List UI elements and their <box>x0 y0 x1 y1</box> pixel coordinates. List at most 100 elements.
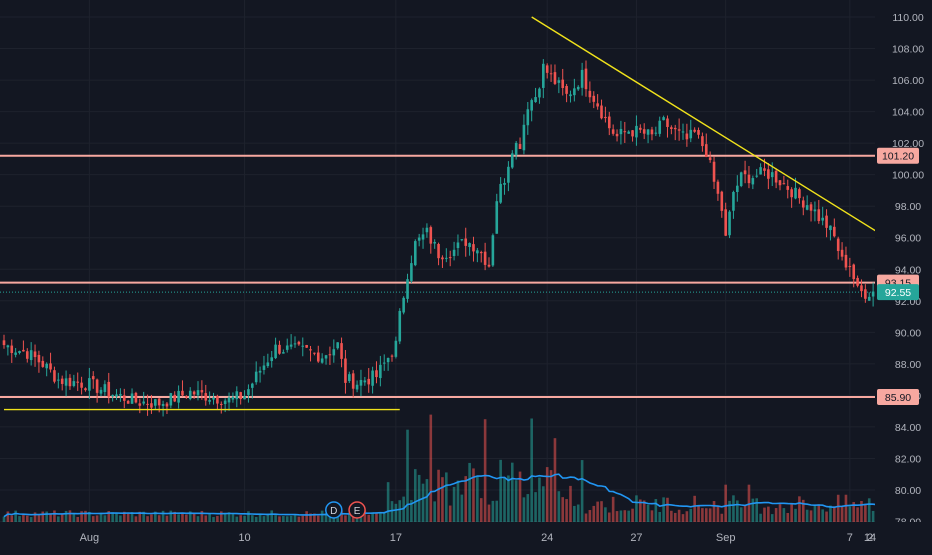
candle-body <box>588 90 592 98</box>
candle-body <box>833 226 836 237</box>
volume-bar <box>770 514 774 522</box>
volume-bar <box>126 512 130 522</box>
price-axis[interactable] <box>875 0 932 522</box>
volume-bar <box>57 516 60 522</box>
candle <box>573 78 576 102</box>
volume-bar <box>41 511 45 522</box>
volume-bar <box>456 480 460 522</box>
volume-bar <box>530 418 533 522</box>
candle <box>662 115 665 121</box>
volume-bar <box>701 508 704 522</box>
candle <box>600 99 603 120</box>
volume-bar <box>460 494 464 522</box>
candle-body <box>103 384 107 392</box>
horizontal-price-levels[interactable] <box>0 154 875 398</box>
volume-bar <box>212 517 215 522</box>
volume-bar <box>45 511 48 522</box>
candle <box>611 124 615 136</box>
candle-body <box>142 401 145 404</box>
candle <box>262 355 266 375</box>
volume-bar <box>623 510 627 522</box>
trend-lines[interactable] <box>4 16 932 411</box>
candle-body <box>231 396 235 400</box>
candle-body <box>247 389 250 395</box>
price-tick-label: 96.00 <box>895 233 921 245</box>
volume-bar <box>185 514 188 522</box>
candle <box>41 356 45 368</box>
candle-body <box>864 289 867 299</box>
candle-body <box>631 130 634 137</box>
volume-bar <box>607 512 611 522</box>
candle-body <box>677 129 681 131</box>
candle <box>588 81 592 103</box>
volume-bar <box>720 513 724 522</box>
volume-bar <box>712 501 716 522</box>
volume-bar <box>739 507 743 522</box>
volume-bar <box>666 497 669 522</box>
candle-body <box>448 257 452 259</box>
candle-body <box>596 103 599 107</box>
candle-body <box>580 69 584 88</box>
volume-bar <box>856 507 859 522</box>
candle-body <box>503 182 506 185</box>
volume-bar <box>60 513 64 522</box>
volume-bar <box>375 513 378 522</box>
volume-bar <box>266 513 270 522</box>
volume-bar <box>297 516 301 522</box>
candle <box>534 87 537 103</box>
candle-body <box>557 80 561 83</box>
candle-body <box>278 344 281 354</box>
candle-body <box>755 175 759 177</box>
volume-bar <box>510 462 514 522</box>
volume-bar <box>848 506 852 522</box>
candle-body <box>600 105 603 119</box>
candle <box>584 60 588 97</box>
candle-body <box>53 370 56 382</box>
candle <box>270 351 274 368</box>
time-tick-label: Sep <box>716 532 736 544</box>
volume-bar <box>91 516 95 522</box>
candle <box>526 102 530 135</box>
candle-body <box>553 72 557 84</box>
candle <box>165 401 169 414</box>
volume-bar <box>382 511 386 522</box>
candle <box>216 394 219 410</box>
candle-body <box>60 378 64 384</box>
candle <box>476 247 479 263</box>
volume-bar <box>615 511 619 522</box>
candle-body <box>196 390 200 396</box>
candle-body <box>351 373 355 389</box>
time-tick-label: Aug <box>80 532 100 544</box>
candle-body <box>14 352 17 355</box>
candle-body <box>122 395 126 401</box>
candle <box>367 368 371 393</box>
candle <box>115 389 118 400</box>
volume-bar <box>534 492 537 522</box>
volume-bar <box>150 514 153 522</box>
price-level-tag <box>877 147 919 164</box>
candle <box>642 123 646 140</box>
volume-bar <box>95 515 99 522</box>
candle <box>243 390 246 400</box>
volume-bar <box>429 414 433 522</box>
candle <box>313 352 316 356</box>
candle-body <box>161 404 165 406</box>
volume-bar <box>782 508 786 522</box>
candle <box>522 114 526 155</box>
candle <box>670 125 673 135</box>
volume-bar <box>122 511 126 522</box>
candle-body <box>689 129 693 139</box>
candle <box>316 345 320 363</box>
candle <box>386 357 390 371</box>
candle <box>833 218 836 238</box>
candle <box>708 151 712 163</box>
candle <box>10 339 14 363</box>
candle-body <box>584 68 588 90</box>
candle-body <box>867 296 871 301</box>
volume-bar <box>348 512 351 522</box>
time-axis[interactable] <box>0 522 932 550</box>
